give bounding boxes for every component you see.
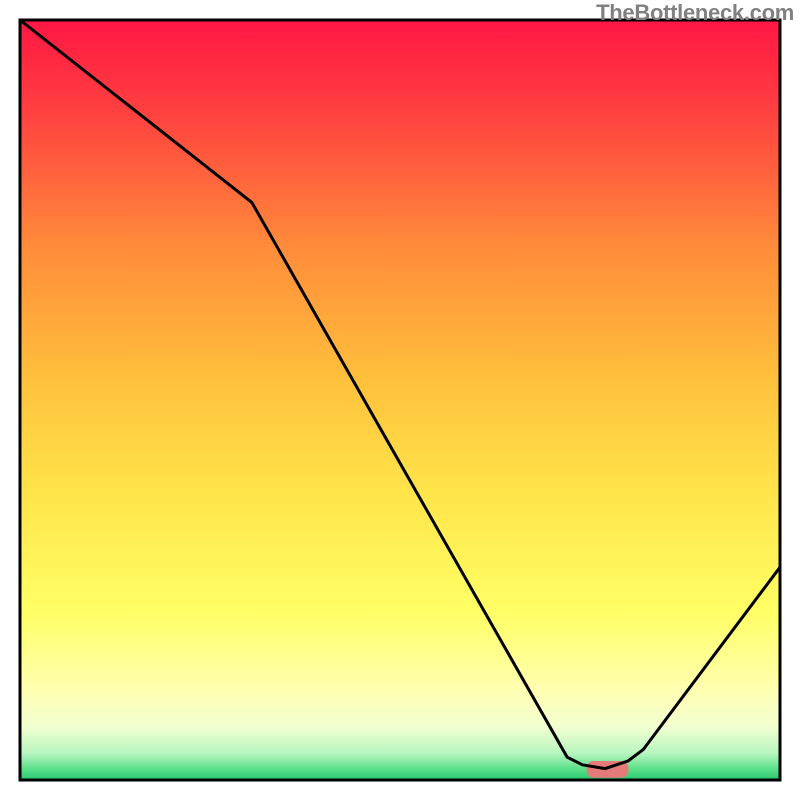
bottleneck-chart [0,0,800,800]
chart-container: TheBottleneck.com [0,0,800,800]
gradient-background [20,20,780,780]
watermark-text: TheBottleneck.com [596,0,794,26]
